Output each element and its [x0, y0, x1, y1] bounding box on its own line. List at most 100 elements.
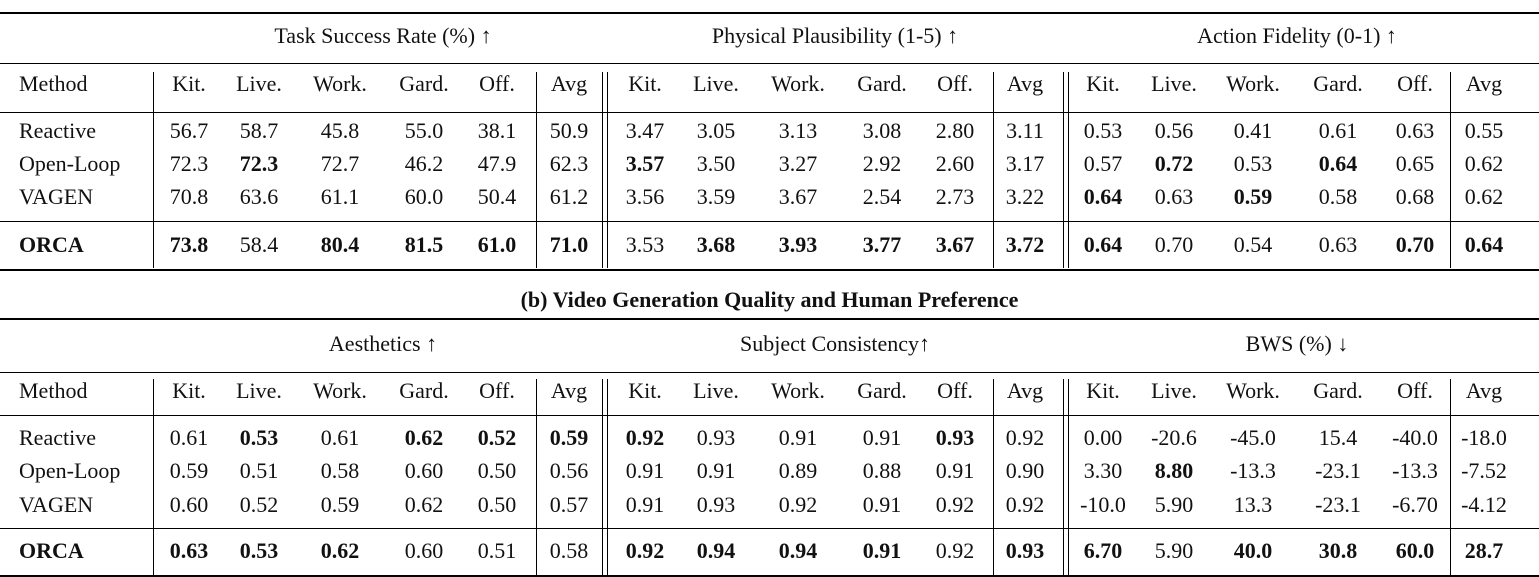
column-header: Gard.: [1313, 71, 1363, 96]
table-rule: [0, 12, 1539, 14]
table-cell: 0.60: [404, 458, 444, 483]
table-cell: 50.4: [477, 184, 517, 209]
column-divider: [1063, 379, 1064, 575]
table-cell: -23.1: [1315, 458, 1361, 483]
table-cell: 0.58: [1318, 184, 1358, 209]
column-divider: [1068, 379, 1069, 575]
table-cell: 0.63: [1154, 184, 1194, 209]
table-cell: 0.59: [1233, 184, 1273, 209]
column-header: Gard.: [1313, 378, 1363, 403]
table-cell: 3.56: [625, 184, 665, 209]
table-cell: 15.4: [1318, 425, 1358, 450]
table-cell: -6.70: [1392, 492, 1438, 517]
table-cell: 0.93: [935, 425, 975, 450]
column-header: Work.: [1226, 71, 1280, 96]
table-cell: -10.0: [1080, 492, 1126, 517]
column-header: Gard.: [857, 71, 907, 96]
column-header: Off.: [937, 71, 973, 96]
column-header: Off.: [479, 71, 515, 96]
method-name: ORCA: [19, 538, 84, 563]
table-cell: 0.59: [169, 458, 209, 483]
table-cell: 0.91: [778, 425, 818, 450]
table-cell: 72.7: [320, 151, 360, 176]
table-cell: 0.92: [1005, 425, 1045, 450]
column-header: Live.: [236, 71, 282, 96]
column-header: Kit.: [628, 71, 662, 96]
table-cell: 63.6: [239, 184, 279, 209]
table-cell: 3.47: [625, 118, 665, 143]
column-divider: [153, 72, 154, 268]
table-cell: 2.80: [935, 118, 975, 143]
column-header: Avg: [550, 71, 588, 96]
method-name: Open-Loop: [19, 151, 121, 176]
table-cell: 3.22: [1005, 184, 1045, 209]
table-cell: 3.08: [862, 118, 902, 143]
table-cell: 0.68: [1395, 184, 1435, 209]
table-cell: 0.62: [320, 538, 360, 563]
column-divider: [153, 379, 154, 575]
method-name: Open-Loop: [19, 458, 121, 483]
table-cell: 0.92: [935, 492, 975, 517]
table-cell: 60.0: [1395, 538, 1435, 563]
table-cell: 0.51: [239, 458, 279, 483]
column-header: Kit.: [628, 378, 662, 403]
table-cell: 0.52: [477, 425, 517, 450]
table-rule: [0, 415, 1539, 416]
table-cell: 3.68: [696, 232, 736, 257]
column-header: Avg: [1465, 378, 1503, 403]
table-cell: 0.91: [625, 492, 665, 517]
column-header: Kit.: [172, 378, 206, 403]
column-header: Gard.: [399, 71, 449, 96]
column-divider: [993, 72, 994, 268]
table-cell: 3.72: [1005, 232, 1045, 257]
column-divider: [607, 379, 608, 575]
column-header: Work.: [1226, 378, 1280, 403]
table-cell: 0.62: [404, 492, 444, 517]
method-header: Method: [19, 71, 88, 96]
table-rule: [0, 112, 1539, 113]
table-cell: 8.80: [1154, 458, 1194, 483]
column-header: Avg: [1006, 71, 1044, 96]
table-cell: 0.91: [862, 425, 902, 450]
table-cell: -45.0: [1230, 425, 1276, 450]
table-cell: 0.52: [239, 492, 279, 517]
table-rule: [0, 372, 1539, 373]
column-divider: [602, 72, 603, 268]
table-cell: 0.50: [477, 458, 517, 483]
column-header: Avg: [1006, 378, 1044, 403]
table-cell: 3.93: [778, 232, 818, 257]
table-b-caption: (b) Video Generation Quality and Human P…: [520, 287, 1019, 312]
table-cell: 0.91: [696, 458, 736, 483]
table-cell: 0.59: [320, 492, 360, 517]
table-cell: 0.54: [1233, 232, 1273, 257]
table-cell: 0.61: [169, 425, 209, 450]
column-header: Gard.: [399, 378, 449, 403]
table-cell: 0.92: [625, 538, 665, 563]
table-cell: -13.3: [1230, 458, 1276, 483]
table-cell: 0.72: [1154, 151, 1194, 176]
method-name: VAGEN: [19, 492, 94, 517]
column-divider: [1068, 72, 1069, 268]
table-cell: 3.77: [862, 232, 902, 257]
table-cell: -18.0: [1461, 425, 1507, 450]
table-cell: 0.91: [862, 538, 902, 563]
table-cell: 58.7: [239, 118, 279, 143]
table-cell: 0.70: [1395, 232, 1435, 257]
column-header: Live.: [1151, 71, 1197, 96]
table-cell: -40.0: [1392, 425, 1438, 450]
table-cell: 0.57: [1083, 151, 1123, 176]
table-cell: 55.0: [404, 118, 444, 143]
table-cell: 0.92: [935, 538, 975, 563]
column-header: Off.: [1397, 71, 1433, 96]
column-header: Live.: [693, 378, 739, 403]
table-cell: 71.0: [549, 232, 589, 257]
table-cell: 0.91: [935, 458, 975, 483]
table-cell: 0.70: [1154, 232, 1194, 257]
table-cell: 0.64: [1464, 232, 1504, 257]
table-cell: 13.3: [1233, 492, 1273, 517]
column-header: Kit.: [1086, 71, 1120, 96]
column-header: Work.: [771, 378, 825, 403]
table-cell: 0.60: [404, 538, 444, 563]
table-rule: [0, 269, 1539, 271]
table-cell: 0.62: [1464, 151, 1504, 176]
